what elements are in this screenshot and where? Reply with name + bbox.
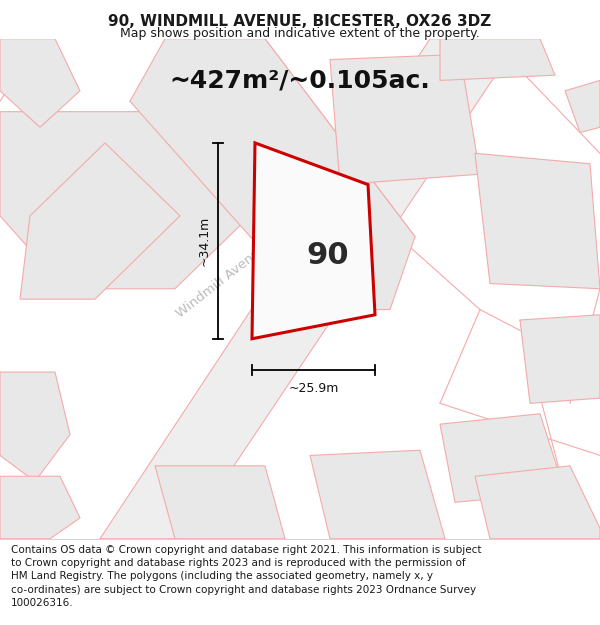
- Polygon shape: [155, 466, 285, 539]
- Text: Contains OS data © Crown copyright and database right 2021. This information is : Contains OS data © Crown copyright and d…: [11, 545, 481, 608]
- Polygon shape: [475, 466, 600, 539]
- Polygon shape: [440, 414, 565, 502]
- Text: Map shows position and indicative extent of the property.: Map shows position and indicative extent…: [120, 27, 480, 39]
- Polygon shape: [310, 450, 445, 539]
- Text: ~427m²/~0.105ac.: ~427m²/~0.105ac.: [170, 68, 430, 92]
- Polygon shape: [565, 81, 600, 132]
- Polygon shape: [520, 315, 600, 403]
- Polygon shape: [20, 143, 180, 299]
- Polygon shape: [100, 39, 520, 539]
- Text: ~25.9m: ~25.9m: [289, 382, 338, 395]
- Text: Windmill Avenue: Windmill Avenue: [174, 241, 270, 320]
- Polygon shape: [0, 476, 80, 539]
- Text: ~34.1m: ~34.1m: [197, 216, 211, 266]
- Polygon shape: [330, 54, 480, 184]
- Polygon shape: [130, 39, 415, 309]
- Polygon shape: [0, 372, 70, 481]
- Text: 90: 90: [306, 241, 349, 270]
- Polygon shape: [0, 112, 250, 289]
- Polygon shape: [252, 143, 375, 339]
- Text: 90, WINDMILL AVENUE, BICESTER, OX26 3DZ: 90, WINDMILL AVENUE, BICESTER, OX26 3DZ: [109, 14, 491, 29]
- Polygon shape: [440, 39, 555, 81]
- Polygon shape: [475, 153, 600, 289]
- Polygon shape: [0, 39, 80, 127]
